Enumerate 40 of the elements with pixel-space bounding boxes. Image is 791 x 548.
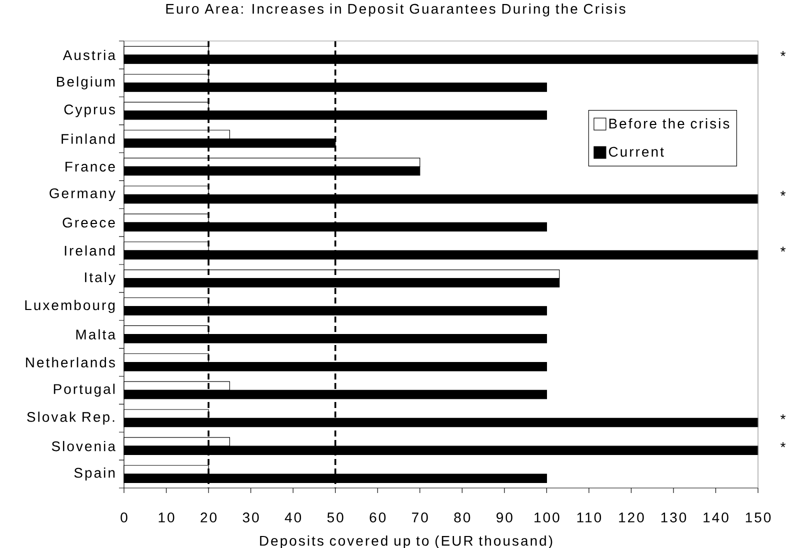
legend-label: Before the crisis xyxy=(609,118,730,129)
y-tick-label: Germany xyxy=(50,188,116,201)
y-tick-label: Slovenia xyxy=(52,440,116,452)
y-tick-label: France xyxy=(66,162,115,172)
y-tick-label: Spain xyxy=(74,468,115,481)
x-tick-label: 90 xyxy=(496,512,512,522)
text: * xyxy=(780,414,786,420)
x-tick-label: 70 xyxy=(412,512,428,522)
y-tick-label: Italy xyxy=(85,272,116,285)
y-tick-label: Luxembourg xyxy=(25,300,115,313)
x-tick-label: 10 xyxy=(158,512,174,522)
text: * xyxy=(780,51,786,56)
x-tick-label: 20 xyxy=(200,512,217,522)
y-tick-label: Greece xyxy=(62,218,115,228)
x-tick-label: 0 xyxy=(120,512,128,522)
legend-label: Current xyxy=(608,146,664,157)
text: * xyxy=(780,442,786,448)
x-tick-label: 40 xyxy=(284,512,302,522)
x-tick-label: 130 xyxy=(661,512,686,522)
y-tick-label: Portugal xyxy=(54,384,115,397)
x-tick-label: 80 xyxy=(454,512,470,522)
text: * xyxy=(780,246,786,252)
y-tick-label: Slovak Rep. xyxy=(27,412,114,425)
y-tick-label: Ireland xyxy=(64,245,115,256)
y-tick-label: Finland xyxy=(62,134,115,144)
x-tick-label: 150 xyxy=(746,512,771,522)
y-tick-label: Netherlands xyxy=(26,357,115,368)
x-tick-label: 60 xyxy=(370,512,386,522)
text: * xyxy=(780,190,786,196)
x-tick-label: 110 xyxy=(577,512,602,522)
y-tick-label: Cyprus xyxy=(64,104,115,118)
x-tick-label: 30 xyxy=(242,512,259,522)
y-tick-label: Malta xyxy=(76,329,116,340)
y-tick-label: Belgium xyxy=(57,76,115,90)
chart-title: Euro Area: Increases in Deposit Guarantees During the Crisis xyxy=(166,4,626,17)
y-tick-label: Austria xyxy=(62,50,116,60)
x-tick-label: 100 xyxy=(534,512,560,522)
x-tick-label: 120 xyxy=(619,512,644,522)
x-tick-label: 50 xyxy=(327,512,344,522)
x-tick-label: 140 xyxy=(704,512,728,522)
